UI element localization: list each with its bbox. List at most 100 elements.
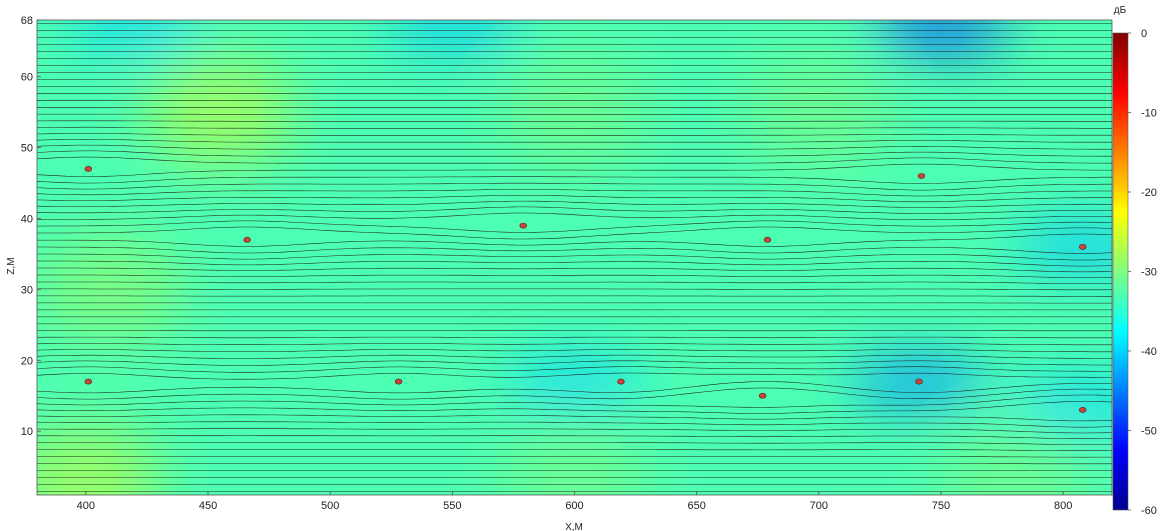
source-marker [758, 392, 767, 399]
ray-line [37, 206, 1112, 214]
x-axis-label: X,M [565, 522, 583, 531]
ray-line [37, 381, 1112, 394]
x-axis: 400 450 500 550 600 650 700 750 800 [77, 491, 1072, 512]
cold-spot [382, 20, 523, 50]
ray-line [37, 182, 1112, 191]
ray-line [37, 288, 1112, 291]
cold-spot [870, 20, 1011, 50]
ray-line [37, 139, 1112, 143]
colorbar-label: дБ [1114, 5, 1127, 16]
source-marker [84, 378, 93, 385]
source-marker [1078, 243, 1087, 250]
ray-line [37, 295, 1112, 297]
ray-line [37, 281, 1112, 284]
ray-line [37, 163, 1112, 177]
ray-line [37, 120, 1112, 122]
y-tick-label: 60 [21, 72, 33, 84]
ray-line [37, 372, 1112, 380]
plot-area [36, 19, 1113, 496]
colorbar-ticks: 0 -10 -20 -30 -40 -50 -60 [1128, 28, 1157, 517]
ray-line [37, 435, 1112, 439]
y-tick-label: 40 [21, 214, 33, 226]
ray-line [37, 360, 1112, 366]
ray-line [37, 366, 1112, 373]
source-markers [84, 165, 1087, 413]
colorbar-gradient [1112, 32, 1129, 511]
source-marker [917, 173, 926, 179]
colorbar-tick-label: 0 [1141, 28, 1147, 40]
x-tick-label: 650 [687, 500, 705, 512]
hot-spot [499, 57, 650, 168]
x-tick-label: 500 [321, 500, 339, 512]
hot-spot [499, 425, 650, 495]
ray-line [37, 343, 1112, 346]
y-axis: 10 20 30 40 50 60 68 [21, 15, 41, 438]
source-marker [84, 165, 93, 172]
ray-line [37, 442, 1112, 445]
y-tick-label: 68 [21, 15, 33, 27]
y-tick-label: 20 [21, 355, 33, 367]
ray-line [37, 220, 1112, 233]
ray-line [37, 253, 1112, 261]
hot-spot [743, 57, 894, 168]
ray-line [37, 150, 1112, 157]
hot-spot [37, 234, 186, 345]
cold-spot [1012, 224, 1112, 269]
ray-line [37, 226, 1112, 240]
ray-line [37, 144, 1112, 150]
x-tick-label: 600 [565, 500, 583, 512]
ray-line [37, 401, 1112, 414]
ray-line [37, 274, 1112, 278]
source-marker [243, 236, 251, 243]
ray-line [37, 189, 1112, 197]
ray-line [37, 421, 1112, 428]
y-tick-label: 50 [21, 143, 33, 155]
hot-spot [939, 425, 1090, 495]
colorbar-tick-label: -60 [1141, 505, 1157, 517]
ray-line [37, 156, 1112, 164]
source-marker [519, 222, 527, 229]
ray-line [37, 212, 1112, 220]
ray-line [37, 267, 1112, 273]
y-axis-label: Z,M [6, 257, 17, 274]
ray-line [37, 428, 1112, 434]
ray-line [37, 349, 1112, 353]
colorbar-tick-label: -10 [1141, 108, 1157, 120]
colorbar: 0 -10 -20 -30 -40 -50 -60 дБ [1112, 5, 1157, 517]
x-tick-label: 550 [443, 500, 461, 512]
ray-line [37, 260, 1112, 267]
source-marker [763, 236, 772, 243]
source-marker [915, 378, 923, 385]
ray-line [37, 246, 1112, 254]
cold-spot [64, 20, 205, 50]
colorbar-tick-label: -40 [1141, 346, 1157, 358]
x-tick-label: 750 [932, 500, 950, 512]
colorbar-tick-label: -50 [1141, 426, 1157, 438]
ray-line [37, 354, 1112, 359]
colorbar-tick-label: -20 [1141, 187, 1157, 199]
ray-line [37, 233, 1112, 247]
ray-lines [37, 23, 1112, 492]
x-tick-label: 450 [199, 500, 217, 512]
hot-spot [145, 57, 296, 168]
hot-spot [37, 425, 161, 495]
cold-spot [1012, 380, 1112, 425]
y-tick-label: 30 [21, 284, 33, 296]
ray-line [37, 133, 1112, 136]
x-tick-label: 800 [1054, 500, 1072, 512]
ray-line [37, 336, 1112, 339]
ray-line [37, 456, 1112, 458]
ray-line [37, 394, 1112, 408]
x-tick-label: 700 [810, 500, 828, 512]
colorbar-tick-label: -30 [1141, 267, 1157, 279]
ray-line [37, 195, 1112, 203]
source-marker [394, 378, 403, 385]
source-marker [617, 378, 625, 385]
ray-line [37, 414, 1112, 422]
source-marker [1078, 407, 1087, 413]
y-tick-label: 10 [21, 426, 33, 438]
ray-line [37, 387, 1112, 400]
x-tick-label: 400 [77, 500, 95, 512]
ray-line [37, 126, 1112, 129]
